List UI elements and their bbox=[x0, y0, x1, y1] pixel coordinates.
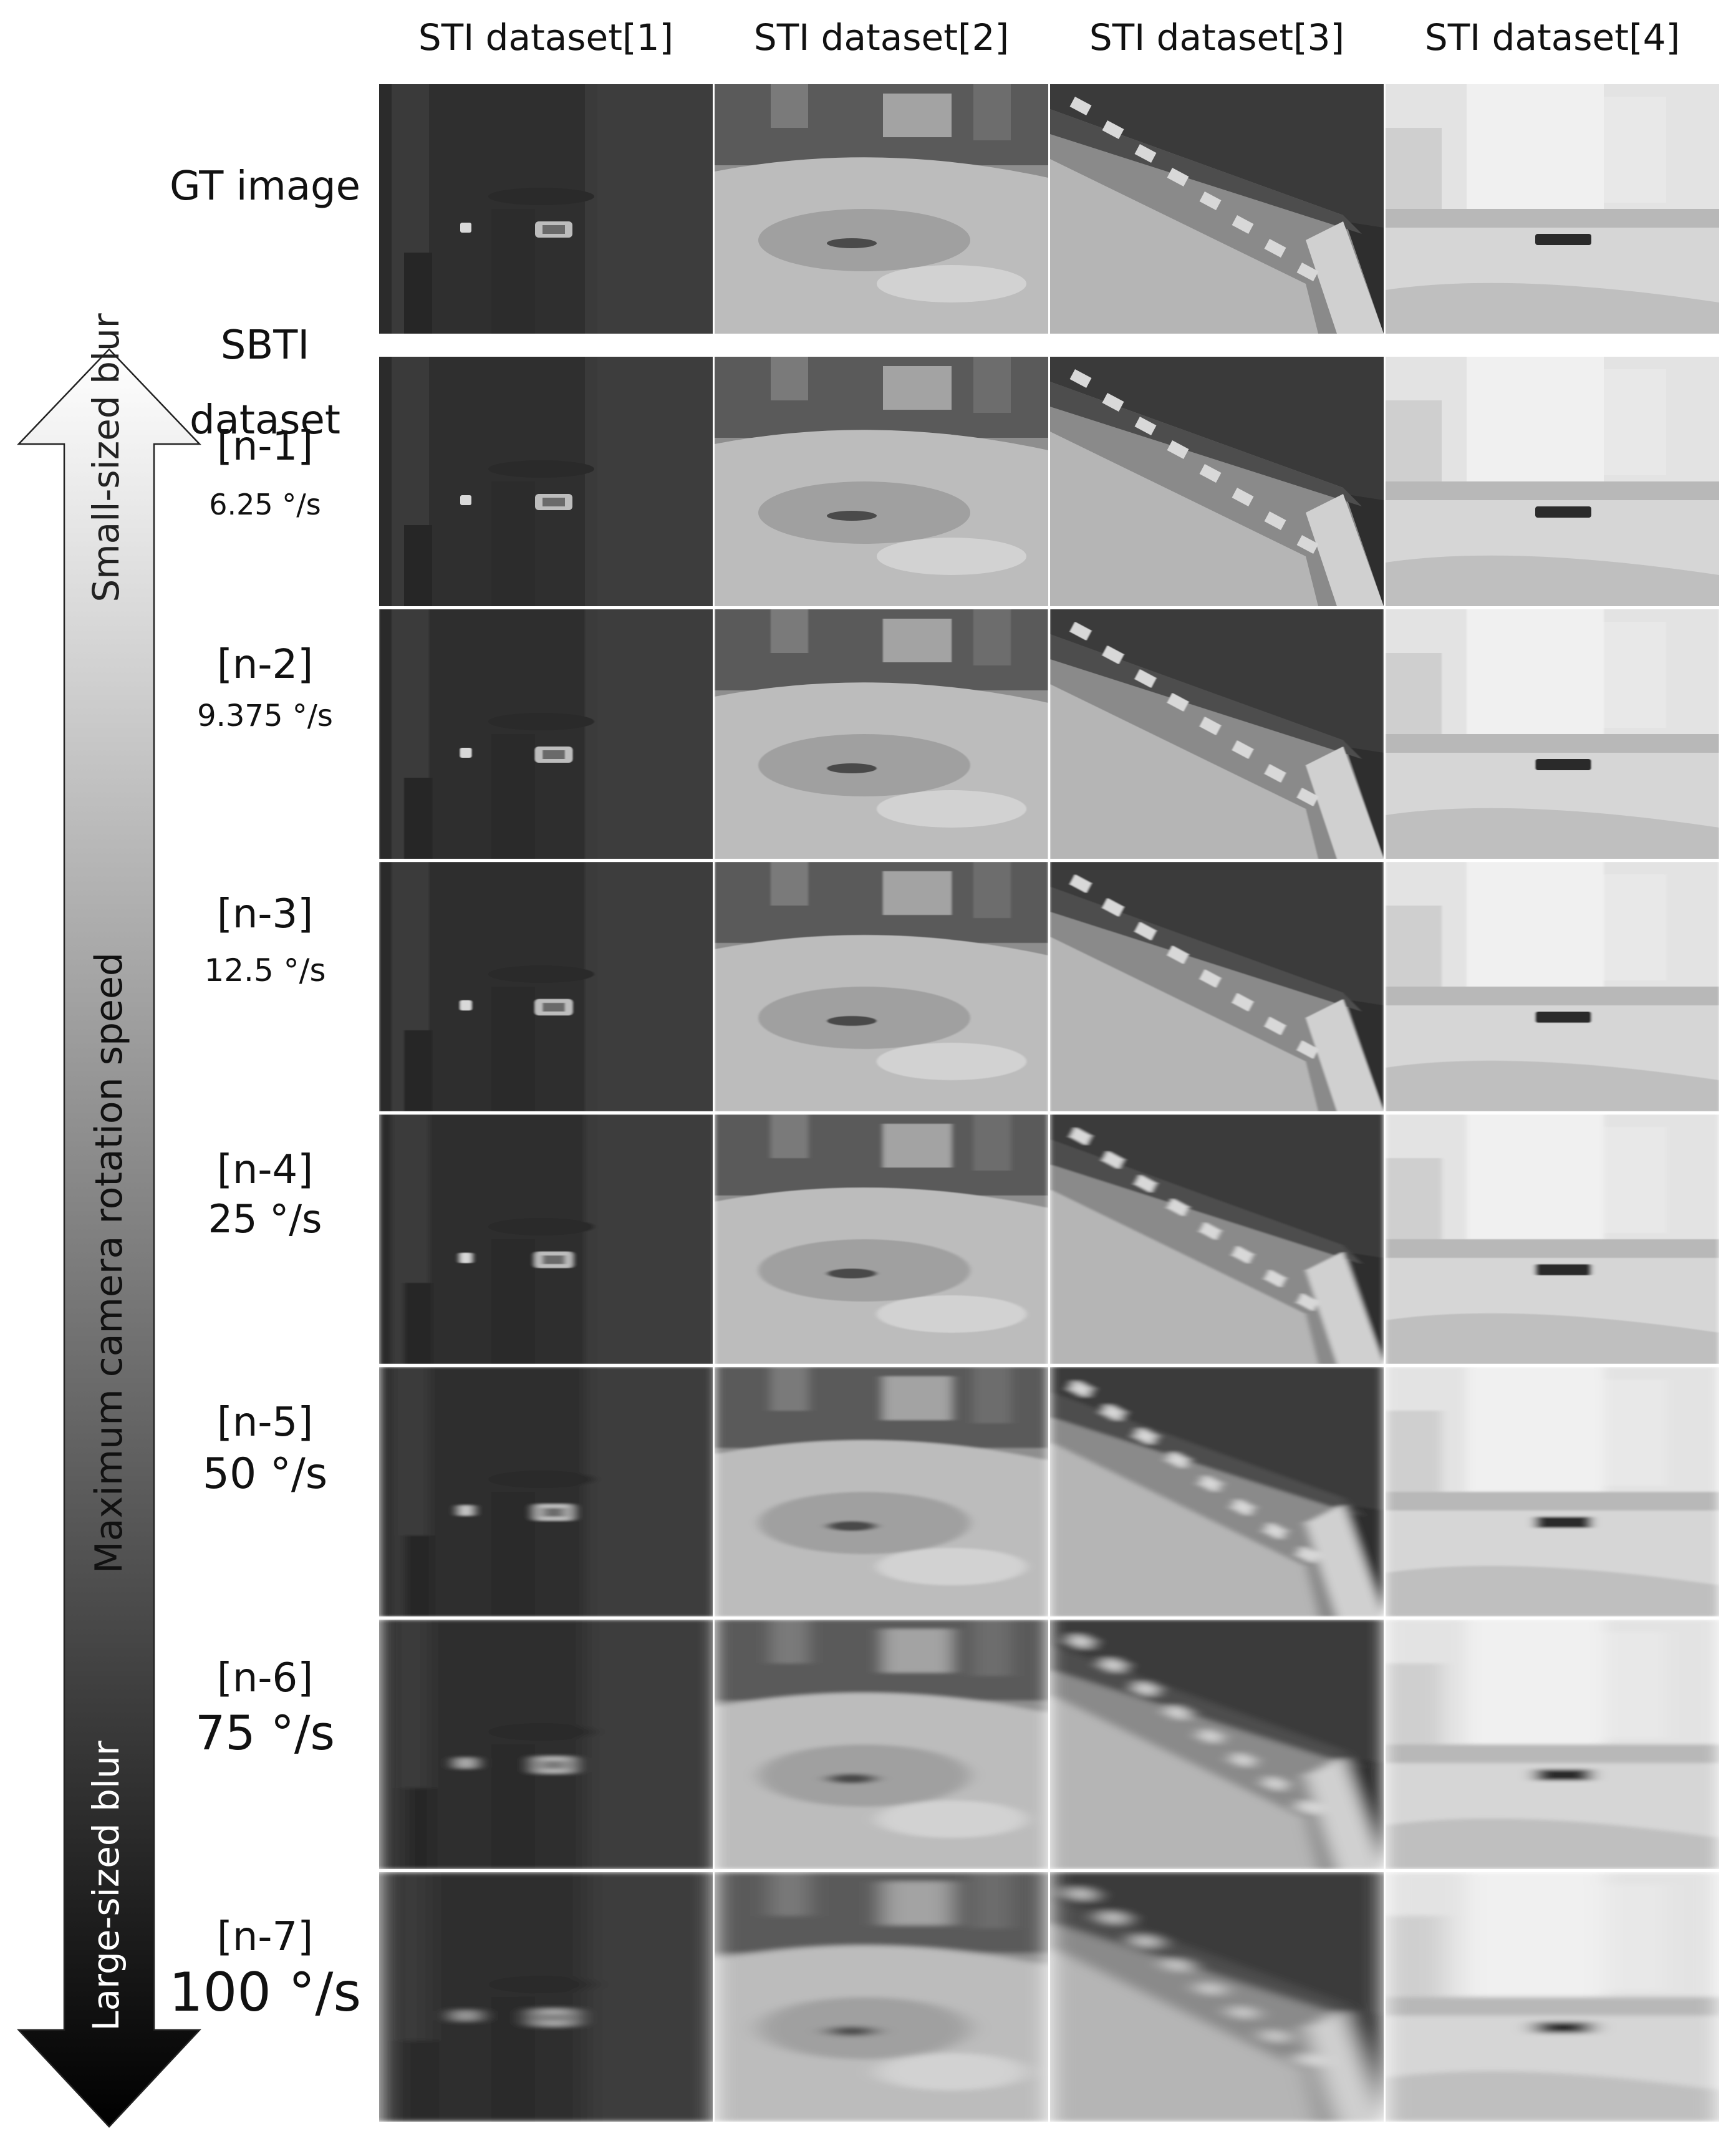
thermal-frame bbox=[1386, 1620, 1719, 1869]
gt-image-2 bbox=[715, 84, 1048, 334]
thermal-frame bbox=[379, 1367, 713, 1617]
blurred-image-n1-2 bbox=[715, 357, 1048, 606]
thermal-frame bbox=[1050, 862, 1384, 1111]
small-blur-label: Small-sized blur bbox=[85, 313, 127, 602]
row-label-n1: [n-1] 6.25 °/s bbox=[153, 423, 377, 522]
blurred-image-n2-1 bbox=[379, 609, 713, 859]
thermal-frame bbox=[715, 1872, 1048, 2122]
blurred-image-n2-2 bbox=[715, 609, 1048, 859]
gt-image-1 bbox=[379, 84, 713, 334]
blur-scale-arrow bbox=[17, 348, 201, 2128]
thermal-frame bbox=[1386, 1872, 1719, 2122]
row-speed: 9.375 °/s bbox=[197, 698, 333, 733]
sbti-label-line2: dataset bbox=[190, 397, 340, 443]
blurred-image-n5-3 bbox=[1050, 1367, 1384, 1617]
rotation-speed-label: Maximum camera rotation speed bbox=[87, 952, 131, 1573]
thermal-frame bbox=[715, 84, 1048, 334]
column-header-1: STI dataset[1] bbox=[418, 16, 674, 59]
row-speed: 100 °/s bbox=[168, 1961, 362, 2024]
sbti-dataset-label: SBTI dataset bbox=[153, 308, 377, 458]
thermal-frame bbox=[715, 862, 1048, 1111]
row-name: [n-6] bbox=[216, 1655, 314, 1701]
thermal-frame bbox=[379, 862, 713, 1111]
blurred-image-n3-3 bbox=[1050, 862, 1384, 1111]
blurred-image-n7-1 bbox=[379, 1872, 713, 2122]
blurred-image-n7-4 bbox=[1386, 1872, 1719, 2122]
row-name: [n-2] bbox=[216, 642, 314, 688]
row-speed: 75 °/s bbox=[195, 1704, 335, 1761]
blurred-image-n6-4 bbox=[1386, 1620, 1719, 1869]
row-label-n5: [n-5] 50 °/s bbox=[153, 1399, 377, 1499]
thermal-frame bbox=[1050, 84, 1384, 334]
gt-image-4 bbox=[1386, 84, 1719, 334]
sbti-label-line1: SBTI bbox=[220, 322, 310, 369]
column-header-4: STI dataset[4] bbox=[1424, 16, 1681, 59]
row-name: [n-5] bbox=[216, 1399, 314, 1446]
row-label-n7: [n-7] 100 °/s bbox=[153, 1914, 377, 2025]
thermal-frame bbox=[1050, 1872, 1384, 2122]
thermal-frame bbox=[379, 609, 713, 859]
blurred-image-n3-1 bbox=[379, 862, 713, 1111]
blurred-image-n2-3 bbox=[1050, 609, 1384, 859]
thermal-frame bbox=[1050, 1367, 1384, 1617]
thermal-frame bbox=[1050, 1114, 1384, 1364]
blurred-image-n6-2 bbox=[715, 1620, 1048, 1869]
thermal-frame bbox=[1386, 84, 1719, 334]
blurred-image-n1-3 bbox=[1050, 357, 1384, 606]
blurred-image-n6-3 bbox=[1050, 1620, 1384, 1869]
thermal-frame bbox=[379, 1114, 713, 1364]
thermal-frame bbox=[715, 609, 1048, 859]
blurred-image-n4-3 bbox=[1050, 1114, 1384, 1364]
blurred-image-n3-2 bbox=[715, 862, 1048, 1111]
row-speed: 50 °/s bbox=[202, 1449, 328, 1499]
thermal-frame bbox=[379, 84, 713, 334]
thermal-frame bbox=[1386, 862, 1719, 1111]
thermal-frame bbox=[1050, 357, 1384, 606]
gt-image-3 bbox=[1050, 84, 1384, 334]
thermal-frame bbox=[715, 357, 1048, 606]
blurred-image-n7-2 bbox=[715, 1872, 1048, 2122]
thermal-frame bbox=[1386, 1367, 1719, 1617]
blurred-image-n7-3 bbox=[1050, 1872, 1384, 2122]
thermal-frame bbox=[1386, 1114, 1719, 1364]
blurred-image-n4-1 bbox=[379, 1114, 713, 1364]
row-name: [n-7] bbox=[216, 1914, 314, 1960]
gt-image-label: GT image bbox=[169, 163, 361, 210]
thermal-frame bbox=[715, 1114, 1048, 1364]
row-label-n6: [n-6] 75 °/s bbox=[153, 1655, 377, 1761]
thermal-frame bbox=[1386, 357, 1719, 606]
blurred-image-n4-2 bbox=[715, 1114, 1048, 1364]
thermal-frame bbox=[1050, 609, 1384, 859]
row-label-n4: [n-4] 25 °/s bbox=[153, 1147, 377, 1242]
row-name: [n-3] bbox=[216, 891, 314, 937]
blurred-image-n6-1 bbox=[379, 1620, 713, 1869]
thermal-frame bbox=[379, 1872, 713, 2122]
row-name: [n-4] bbox=[216, 1147, 314, 1193]
row-speed: 6.25 °/s bbox=[209, 487, 321, 521]
blurred-image-n5-1 bbox=[379, 1367, 713, 1617]
blurred-image-n3-4 bbox=[1386, 862, 1719, 1111]
thermal-frame bbox=[379, 1620, 713, 1869]
blurred-image-n1-4 bbox=[1386, 357, 1719, 606]
row-name: [n-1] bbox=[216, 423, 314, 470]
blurred-image-n5-4 bbox=[1386, 1367, 1719, 1617]
row-label-n3: [n-3] 12.5 °/s bbox=[153, 891, 377, 989]
column-header-3: STI dataset[3] bbox=[1089, 16, 1345, 59]
row-speed: 25 °/s bbox=[208, 1196, 322, 1242]
blurred-image-n1-1 bbox=[379, 357, 713, 606]
thermal-frame bbox=[715, 1367, 1048, 1617]
thermal-frame bbox=[379, 357, 713, 606]
thermal-frame bbox=[715, 1620, 1048, 1869]
row-label-n2: [n-2] 9.375 °/s bbox=[153, 642, 377, 734]
column-header-2: STI dataset[2] bbox=[753, 16, 1010, 59]
thermal-frame bbox=[1050, 1620, 1384, 1869]
thermal-frame bbox=[1386, 609, 1719, 859]
row-speed: 12.5 °/s bbox=[204, 952, 326, 988]
blurred-image-n5-2 bbox=[715, 1367, 1048, 1617]
large-blur-label: Large-sized blur bbox=[85, 1741, 127, 2031]
blurred-image-n2-4 bbox=[1386, 609, 1719, 859]
blurred-image-n4-4 bbox=[1386, 1114, 1719, 1364]
